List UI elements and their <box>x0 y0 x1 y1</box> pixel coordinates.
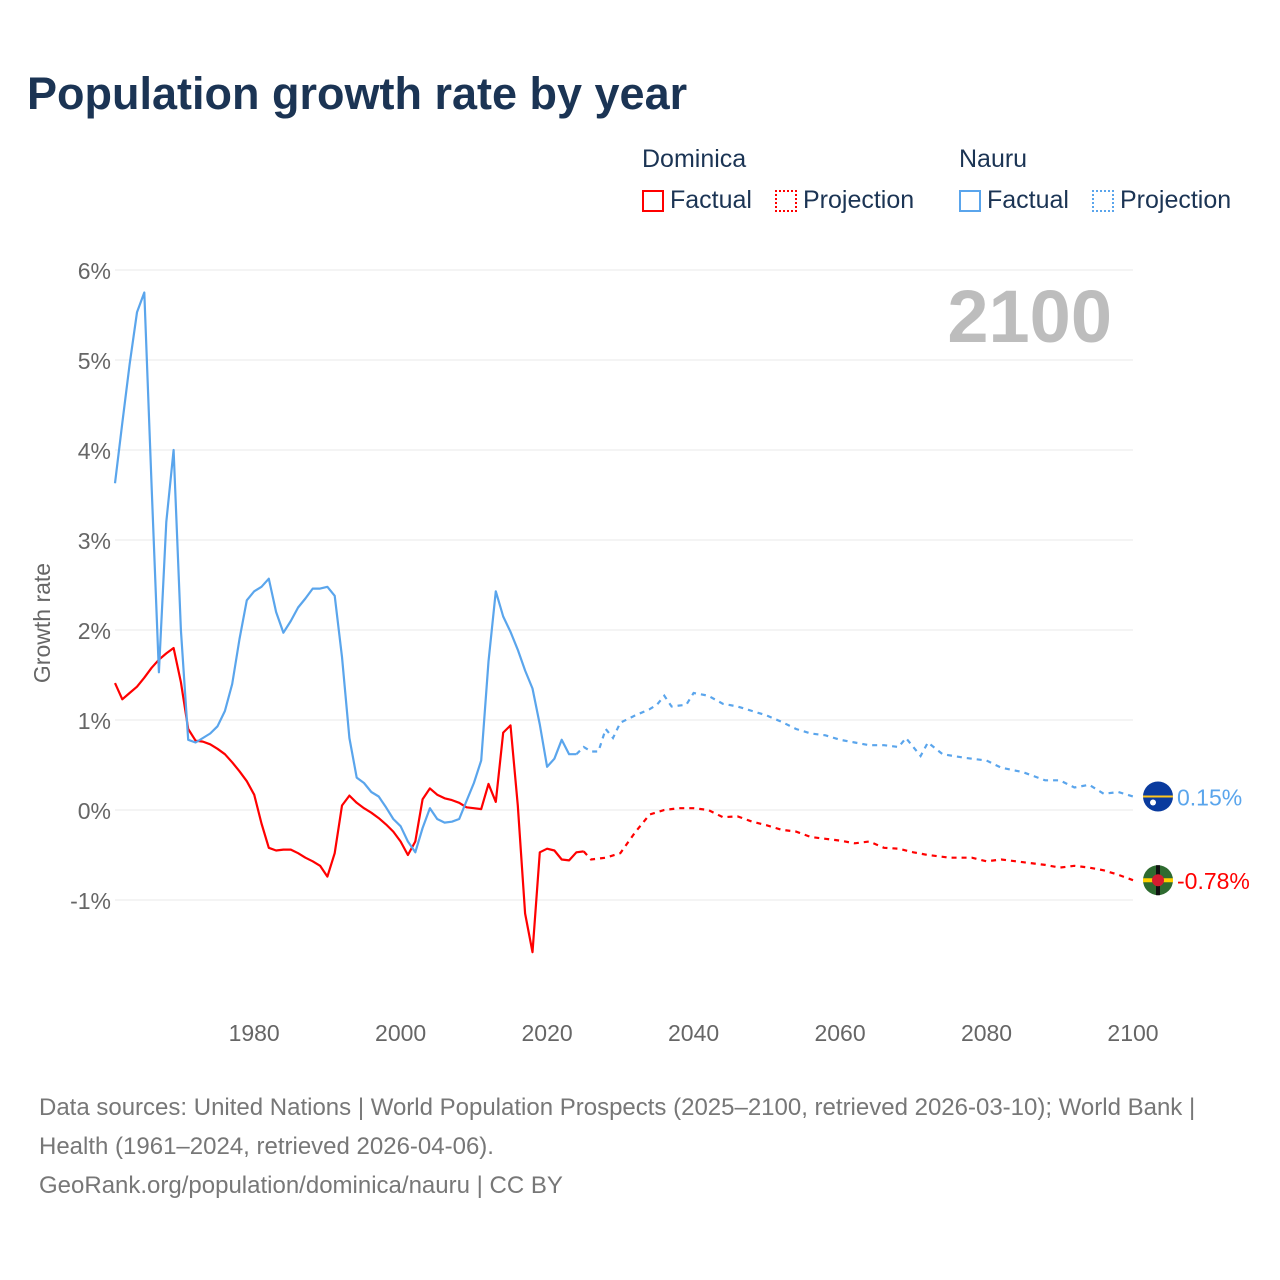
footer: Data sources: United Nations | World Pop… <box>39 1088 1239 1205</box>
nauru-flag-icon <box>1143 781 1173 812</box>
line-chart: 6% 5% 4% 3% 2% 1% 0% -1% 1980 2000 2020 2040 2060 208… <box>29 258 1250 1046</box>
dominica-end-label: -0.78% <box>1177 868 1250 894</box>
y-tick-label: 2% <box>78 618 111 644</box>
x-tick-label: 2020 <box>522 1020 573 1046</box>
x-tick-label: 1980 <box>229 1020 280 1046</box>
y-tick-label: 4% <box>78 438 111 464</box>
dotted-swatch-icon <box>1092 189 1114 212</box>
legend-nauru-factual[interactable]: Factual <box>959 186 1069 215</box>
legend-dominica-factual[interactable]: Factual <box>642 186 752 215</box>
x-tick-label: 2080 <box>961 1020 1012 1046</box>
solid-swatch-icon <box>642 189 664 212</box>
solid-swatch-icon <box>959 189 981 212</box>
y-tick-label: 5% <box>78 348 111 374</box>
dominica-factual-line <box>113 646 584 954</box>
nauru-projection-line <box>575 691 1134 798</box>
y-axis-label: Growth rate <box>29 563 55 683</box>
x-tick-label: 2000 <box>375 1020 426 1046</box>
chart-title: Population growth rate by year <box>27 68 688 119</box>
nauru-factual-line <box>113 291 577 854</box>
legend-group-dominica: Dominica <box>642 145 747 173</box>
credit-link[interactable]: GeoRank.org/population/dominica/nauru | … <box>39 1172 563 1199</box>
y-tick-label: 3% <box>78 528 111 554</box>
legend-group-nauru: Nauru <box>959 145 1028 173</box>
legend-label: Projection <box>1120 186 1232 214</box>
legend-label: Factual <box>987 186 1069 214</box>
x-tick-label: 2100 <box>1107 1020 1158 1046</box>
year-watermark: 2100 <box>947 275 1112 358</box>
y-tick-label: 6% <box>78 258 111 284</box>
y-tick-label: 1% <box>78 708 111 734</box>
dominica-flag-icon <box>1143 865 1173 896</box>
dotted-swatch-icon <box>775 189 797 212</box>
legend-nauru-projection[interactable]: Projection <box>1092 186 1231 215</box>
data-sources: Data sources: United Nations | World Pop… <box>39 1094 1196 1160</box>
dominica-projection-line <box>582 807 1134 882</box>
legend-label: Factual <box>670 186 752 214</box>
x-tick-label: 2060 <box>814 1020 865 1046</box>
nauru-end-label: 0.15% <box>1177 785 1242 811</box>
x-tick-label: 2040 <box>668 1020 719 1046</box>
y-tick-label: -1% <box>70 888 111 914</box>
y-tick-label: 0% <box>78 798 111 824</box>
legend-dominica-projection[interactable]: Projection <box>775 186 914 215</box>
legend-label: Projection <box>803 186 915 214</box>
